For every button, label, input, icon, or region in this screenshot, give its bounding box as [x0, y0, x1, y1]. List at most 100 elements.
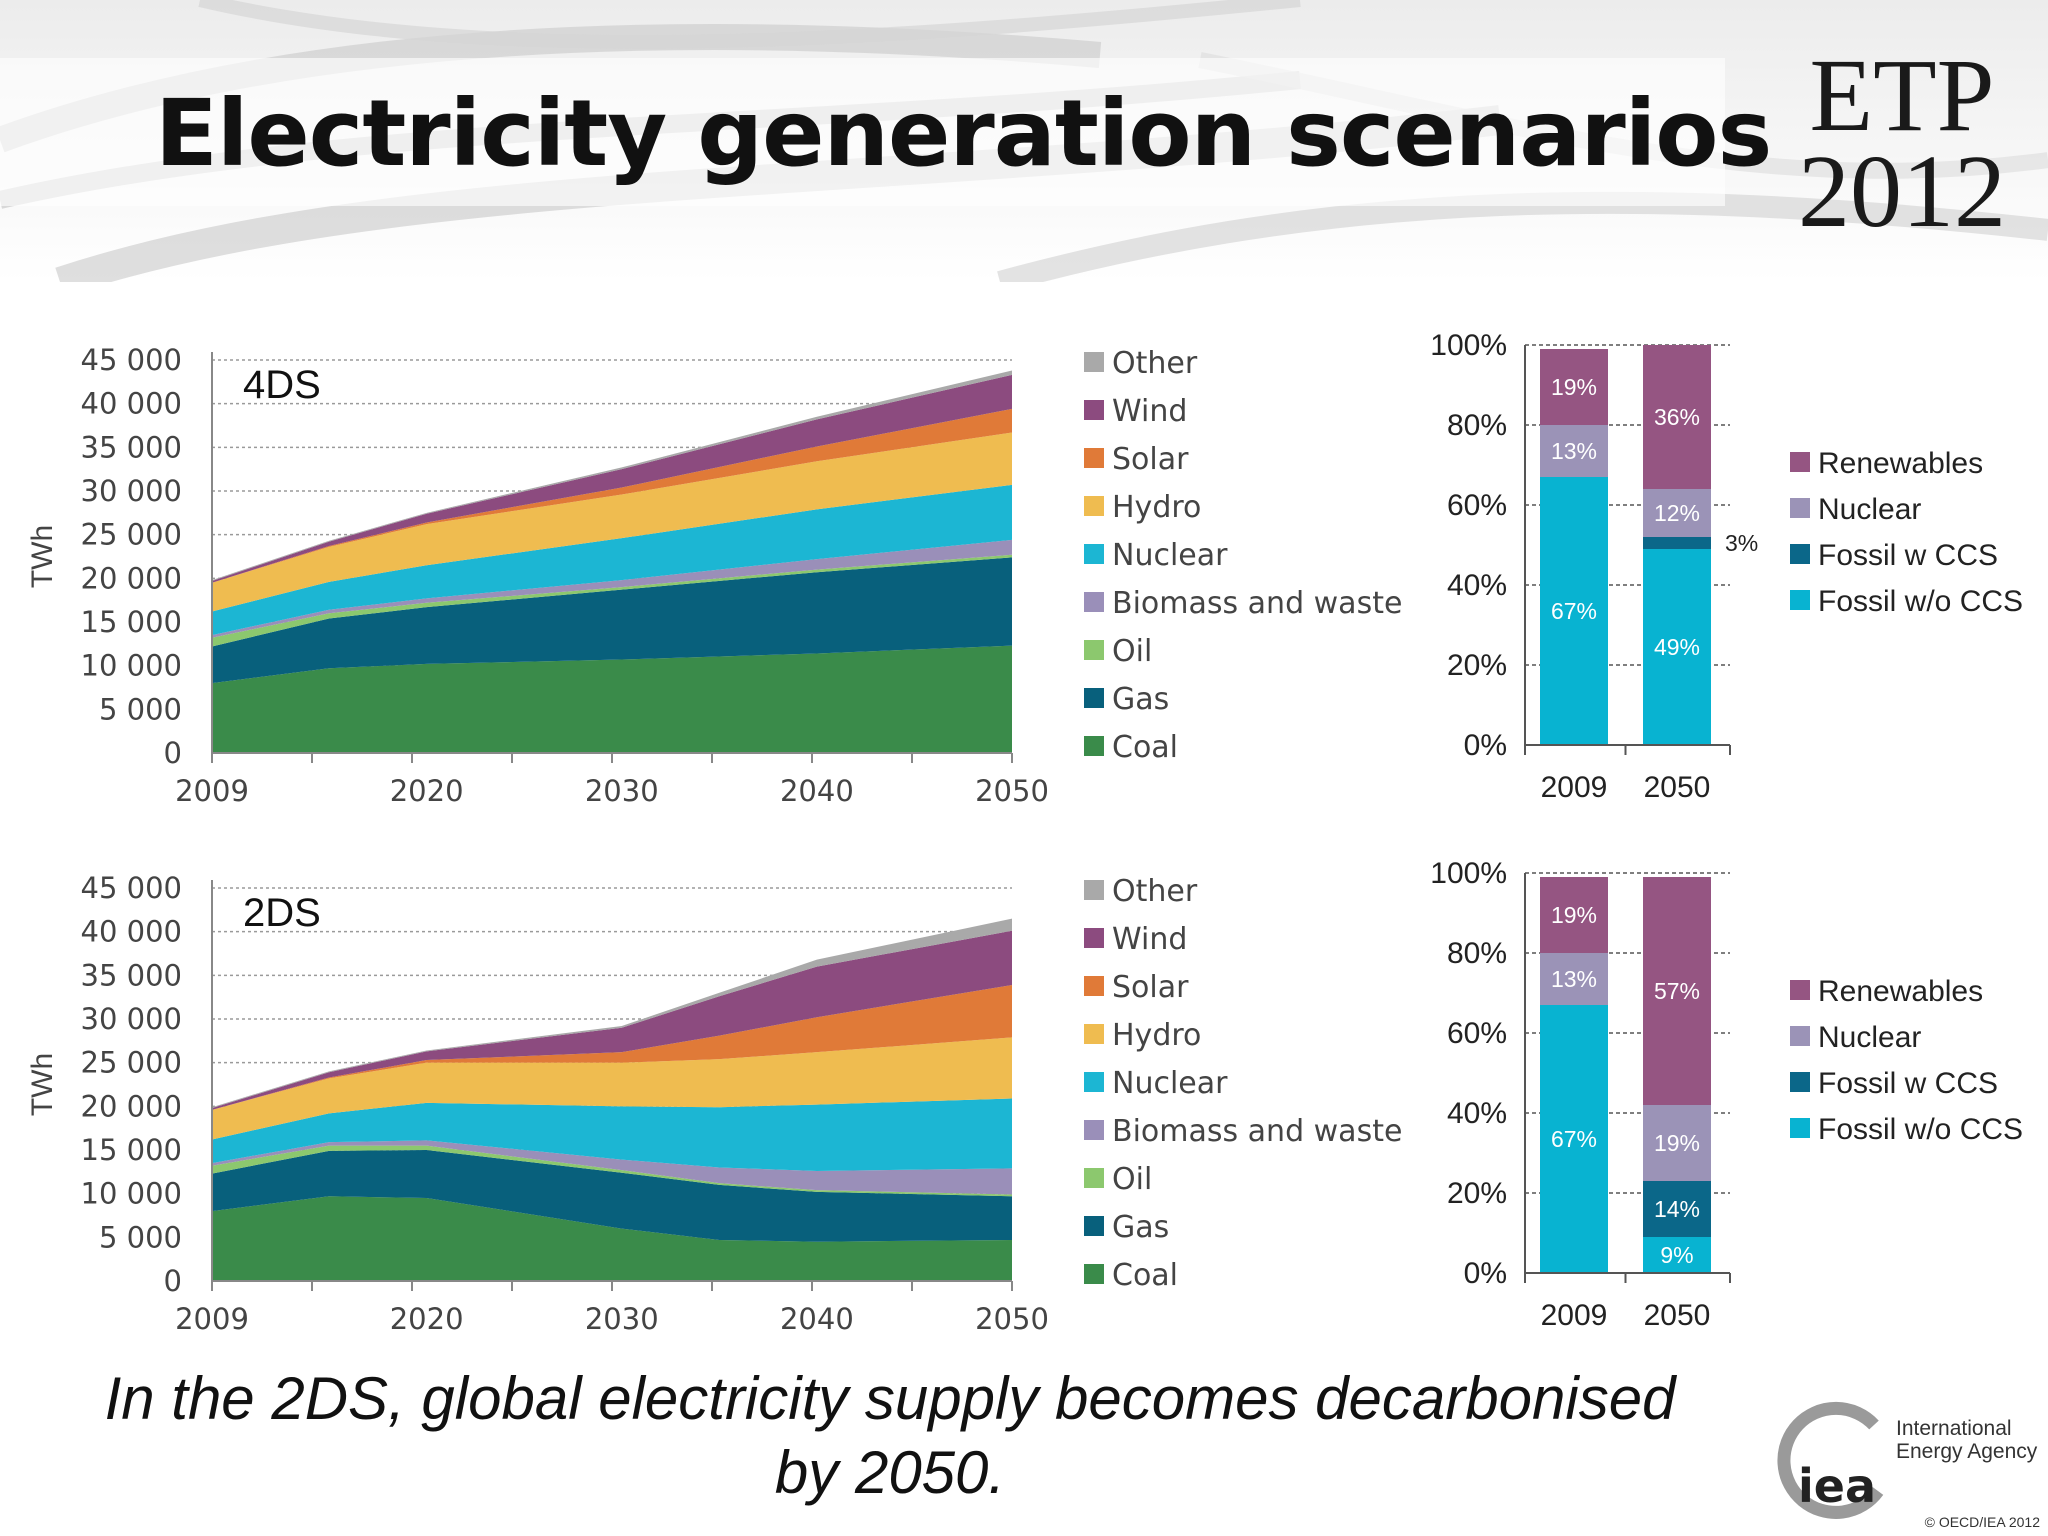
header-banner [0, 0, 2048, 282]
2ds-bar-2050-fossil-w-ccs [1643, 1181, 1711, 1237]
x-tick-label: 2030 [585, 1302, 659, 1336]
y-axis-title: TWh [26, 525, 59, 588]
y-tick-label: 30 000 [81, 474, 182, 508]
2ds-area-nuclear [212, 1098, 1012, 1171]
legend-swatch-solar [1084, 448, 1104, 468]
4ds-area-solar [212, 408, 1012, 583]
chart-2ds-area-svg: 0 5 000 10 000 15 000 20 000 25 000 30 000 35 0… [26, 871, 1402, 1336]
2ds-area-biomass-and-waste [212, 1140, 1012, 1195]
legend-label-coal: Coal [1112, 730, 1178, 765]
legend-label-wind: Wind [1112, 922, 1187, 957]
y-tick-label: 0 [164, 736, 182, 770]
2ds-area-oil [212, 1145, 1012, 1197]
x-tick-label: 2040 [780, 1302, 854, 1336]
legend-label-solar: Solar [1112, 970, 1189, 1005]
y-tick-label: 35 000 [81, 958, 182, 992]
legend-label-gas: Gas [1112, 1210, 1169, 1245]
y-tick-label: 15 000 [81, 1133, 182, 1167]
legend-swatch-nuclear [1084, 1072, 1104, 1092]
iea-name-line1: International [1896, 1417, 2012, 1440]
y-tick-label: 20 000 [81, 1089, 182, 1123]
legend-label-fossil-w-o-ccs: Fossil w/o CCS [1818, 585, 2023, 618]
legend-swatch-gas [1084, 1216, 1104, 1236]
y-tick-label: 5 000 [99, 1220, 182, 1254]
y-tick-label: 40 000 [81, 915, 182, 949]
4ds-bar-2050-renewables [1643, 345, 1711, 489]
data-label: 36% [1654, 404, 1700, 430]
y-tick-label: 45 000 [81, 871, 182, 905]
legend-label-oil: Oil [1112, 1162, 1152, 1197]
page-title: Electricity generation scenarios [155, 80, 1772, 187]
y-tick-label: 40 000 [81, 387, 182, 421]
data-label: 13% [1551, 966, 1597, 992]
y-tick-label: 20% [1447, 649, 1507, 682]
y-tick-label: 5 000 [99, 692, 182, 726]
legend-swatch-coal [1084, 736, 1104, 756]
legend-swatch-coal [1084, 1264, 1104, 1284]
legend-label-biomass-and-waste: Biomass and waste [1112, 1114, 1402, 1149]
x-tick-label: 2050 [1644, 771, 1711, 804]
2ds-bar-2009-fossil-w-o-ccs [1540, 1005, 1608, 1273]
x-tick-label: 2050 [1644, 1299, 1711, 1332]
legend-label-oil: Oil [1112, 634, 1152, 669]
legend-swatch-nuclear [1790, 498, 1810, 518]
chart-2ds-area: 0 5 000 10 000 15 000 20 000 25 000 30 000 35 0… [0, 858, 1402, 1348]
y-tick-label: 25 000 [81, 1046, 182, 1080]
2ds-bar-2050-fossil-w-o-ccs [1643, 1237, 1711, 1273]
legend-label-biomass-and-waste: Biomass and waste [1112, 586, 1402, 621]
y-tick-label: 40% [1447, 1097, 1507, 1130]
copyright: © OECD/IEA 2012 [1924, 1514, 2040, 1530]
x-tick-label: 2009 [1541, 1299, 1608, 1332]
y-tick-label: 0% [1464, 729, 1507, 762]
legend-swatch-wind [1084, 928, 1104, 948]
legend-swatch-renewables [1790, 452, 1810, 472]
iea-swoosh-icon [1777, 1401, 1884, 1519]
chart-4ds-share-svg: 0% 20% 40% 60% 80% 100% 67% 13% 19% 2009 49% 3% 12% 3… [1430, 329, 2023, 804]
x-tick-label: 2009 [175, 1302, 249, 1336]
legend-label-other: Other [1112, 346, 1198, 381]
etp-badge-line1: ETP [1809, 38, 1995, 153]
chart-2ds-share: 0% 20% 40% 60% 80% 100% 67% 13% 19% 2009 9% 14% 19% 5… [1400, 848, 2040, 1338]
x-tick-label: 2040 [780, 774, 854, 808]
y-axis-title: TWh [26, 1053, 59, 1116]
etp-badge: ETP 2012 [1782, 38, 2022, 244]
2ds-bar-2050-nuclear [1643, 1105, 1711, 1181]
4ds-area-coal [212, 645, 1012, 753]
legend-swatch-other [1084, 880, 1104, 900]
legend-swatch-oil [1084, 1168, 1104, 1188]
4ds-area-wind [212, 374, 1012, 583]
legend-label-nuclear: Nuclear [1112, 538, 1228, 573]
caption-line1: In the 2DS, global electricity supply be… [104, 1365, 1676, 1432]
legend-label-renewables: Renewables [1818, 447, 1983, 480]
iea-name-line2: Energy Agency [1896, 1440, 2038, 1463]
legend-swatch-biomass-and-waste [1084, 1120, 1104, 1140]
y-tick-label: 0% [1464, 1257, 1507, 1290]
4ds-area-biomass-and-waste [212, 539, 1012, 638]
legend-swatch-gas [1084, 688, 1104, 708]
legend-label-wind: Wind [1112, 394, 1187, 429]
4ds-bar-2009-nuclear [1540, 425, 1608, 477]
4ds-area-gas [212, 557, 1012, 684]
data-label: 19% [1551, 902, 1597, 928]
legend-swatch-wind [1084, 400, 1104, 420]
legend-label-nuclear: Nuclear [1818, 493, 1921, 526]
2ds-area-wind [212, 930, 1012, 1110]
legend-swatch-biomass-and-waste [1084, 592, 1104, 612]
data-label: 12% [1654, 500, 1700, 526]
2ds-area-hydro [212, 1037, 1012, 1140]
data-label: 57% [1654, 978, 1700, 1004]
caption: In the 2DS, global electricity supply be… [60, 1362, 1720, 1510]
data-label: 3% [1725, 530, 1758, 556]
4ds-bar-2050-fossil-w-o-ccs [1643, 549, 1711, 745]
iea-logo-text: iea [1798, 1459, 1876, 1513]
2ds-bar-2050-renewables [1643, 877, 1711, 1105]
iea-logo: iea [1777, 1401, 1884, 1519]
legend-label-hydro: Hydro [1112, 1018, 1201, 1053]
y-tick-label: 45 000 [81, 343, 182, 377]
y-tick-label: 100% [1430, 329, 1507, 362]
legend-label-solar: Solar [1112, 442, 1189, 477]
y-tick-label: 80% [1447, 409, 1507, 442]
x-tick-label: 2009 [175, 774, 249, 808]
x-tick-label: 2050 [975, 1302, 1049, 1336]
4ds-bar-2050-nuclear [1643, 489, 1711, 537]
